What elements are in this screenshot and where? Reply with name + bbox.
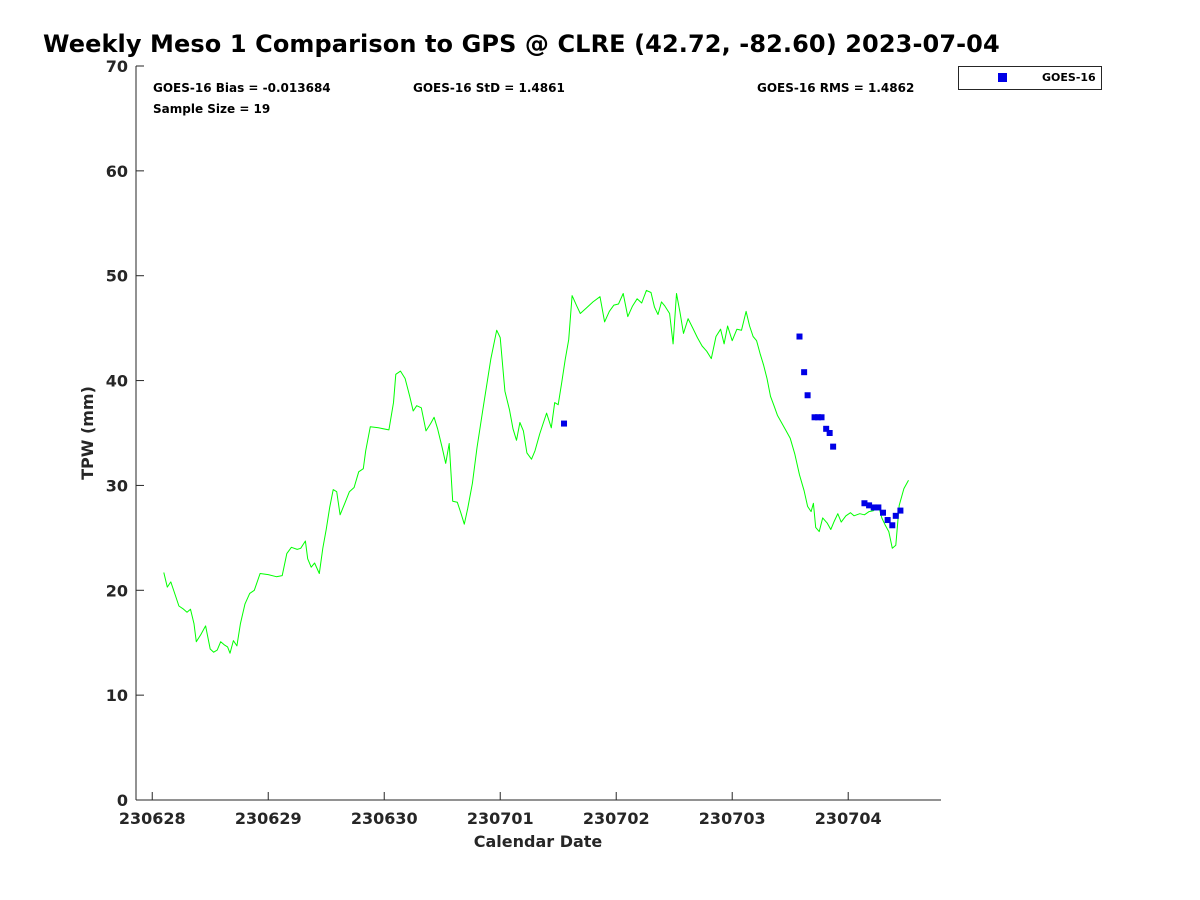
legend-label-goes16: GOES-16 (1042, 71, 1096, 84)
goes16-point (811, 414, 818, 421)
goes16-point (866, 502, 873, 509)
y-tick-label: 70 (106, 57, 128, 76)
gps-tpw-line (163, 289, 909, 654)
axes: 0 10 20 30 40 50 60 70 230628 230629 230630 230701 2… (106, 57, 941, 828)
y-tick-label: 30 (106, 476, 128, 495)
bias-stat: GOES-16 Bias = -0.013684 (153, 81, 331, 95)
x-tick-label: 230629 (235, 809, 302, 828)
y-tick-label: 20 (106, 581, 128, 600)
goes16-point (818, 414, 825, 421)
goes16-point (815, 414, 822, 421)
x-tick-label: 230704 (815, 809, 882, 828)
goes16-point (892, 512, 899, 519)
goes16-point (796, 333, 803, 340)
goes16-point (801, 369, 808, 376)
x-tick-label: 230702 (583, 809, 650, 828)
x-tick-label: 230630 (351, 809, 418, 828)
goes16-point (561, 420, 568, 427)
y-tick-label: 60 (106, 162, 128, 181)
x-tick-label: 230628 (119, 809, 186, 828)
chart-title: Weekly Meso 1 Comparison to GPS @ CLRE (… (43, 30, 1000, 58)
goes16-point (830, 443, 837, 450)
legend-marker-goes16 (998, 73, 1007, 82)
legend-box (958, 66, 1102, 90)
goes16-point (880, 509, 887, 516)
goes16-point (884, 517, 891, 524)
y-axis-title: TPW (mm) (78, 386, 97, 480)
rms-stat: GOES-16 RMS = 1.4862 (757, 81, 914, 95)
goes16-point (875, 504, 882, 511)
x-tick-label: 230703 (699, 809, 766, 828)
y-tick-label: 0 (117, 791, 128, 810)
sample-size-stat: Sample Size = 19 (153, 102, 270, 116)
goes16-point (870, 504, 877, 511)
y-tick-label: 40 (106, 372, 128, 391)
goes16-point (889, 522, 896, 529)
goes16-point (804, 392, 811, 399)
goes16-point (861, 500, 868, 507)
y-tick-label: 50 (106, 267, 128, 286)
std-stat: GOES-16 StD = 1.4861 (413, 81, 565, 95)
y-tick-label: 10 (106, 686, 128, 705)
gps-series (163, 289, 909, 654)
goes-series (561, 333, 904, 529)
x-axis-title: Calendar Date (474, 832, 603, 851)
goes16-point (826, 430, 833, 436)
legend: GOES-16 (958, 66, 1102, 90)
goes16-point (897, 507, 904, 514)
goes16-point (823, 425, 830, 432)
x-tick-label: 230701 (467, 809, 534, 828)
